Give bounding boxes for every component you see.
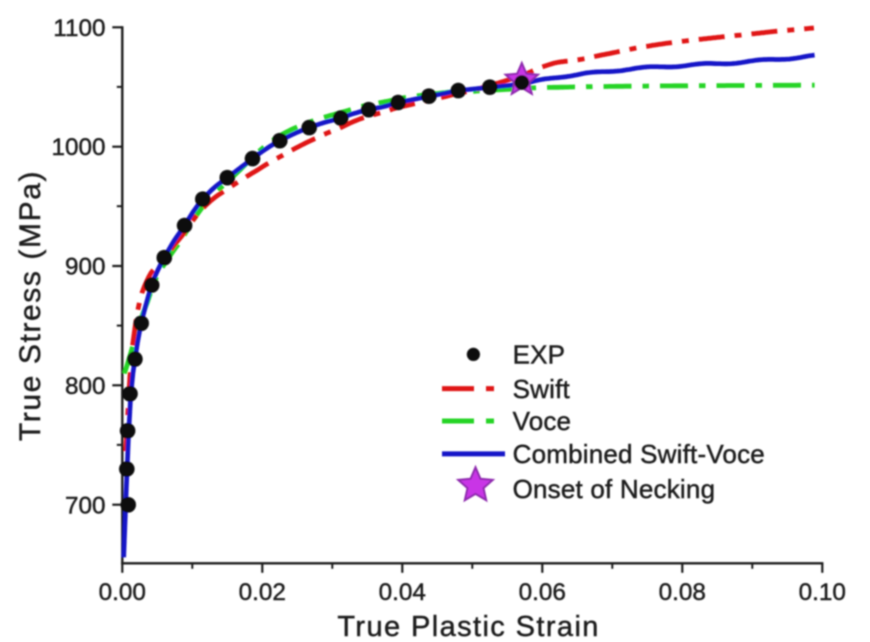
svg-text:1100: 1100 — [53, 15, 105, 42]
svg-text:900: 900 — [65, 254, 106, 281]
svg-text:0.04: 0.04 — [379, 579, 426, 606]
svg-text:Swift: Swift — [513, 374, 571, 404]
svg-text:700: 700 — [65, 492, 106, 519]
svg-text:0.06: 0.06 — [519, 579, 566, 606]
svg-text:Voce: Voce — [513, 406, 572, 436]
svg-text:True Plastic Strain: True Plastic Strain — [337, 611, 599, 642]
svg-text:EXP: EXP — [513, 340, 566, 370]
svg-text:0.08: 0.08 — [659, 579, 706, 606]
svg-text:1000: 1000 — [51, 134, 105, 161]
svg-text:0.10: 0.10 — [799, 579, 846, 606]
svg-text:Onset of Necking: Onset of Necking — [513, 474, 716, 504]
svg-text:0.00: 0.00 — [99, 579, 146, 606]
svg-text:Combined Swift-Voce: Combined Swift-Voce — [513, 439, 765, 469]
svg-text:0.02: 0.02 — [239, 579, 286, 606]
svg-text:True Stress (MPa): True Stress (MPa) — [14, 170, 47, 441]
svg-text:800: 800 — [65, 373, 106, 400]
